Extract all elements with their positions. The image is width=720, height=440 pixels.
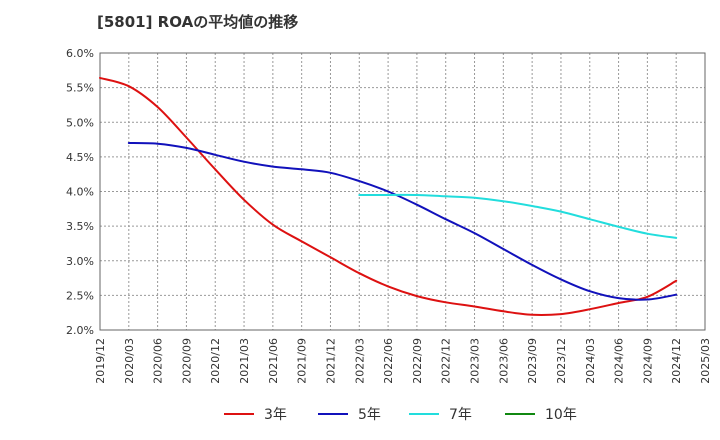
x-tick-label: 2022/12 — [440, 338, 453, 384]
x-tick-label: 2024/03 — [584, 338, 597, 384]
y-tick-label: 5.0% — [66, 116, 94, 129]
y-tick-label: 3.0% — [66, 255, 94, 268]
x-tick-label: 2023/12 — [555, 338, 568, 384]
series-lines — [99, 76, 678, 316]
y-tick-label: 5.5% — [66, 82, 94, 95]
x-tick-label: 2021/06 — [267, 338, 280, 384]
x-tick-label: 2024/09 — [641, 338, 654, 384]
chart-title: [5801] ROAの平均値の推移 — [97, 13, 299, 31]
x-tick-label: 2020/12 — [209, 338, 222, 384]
x-tick-label: 2019/12 — [94, 338, 107, 384]
plot-frame — [99, 52, 706, 331]
x-tick-label: 2020/03 — [123, 338, 136, 384]
x-tick-label: 2021/09 — [296, 338, 309, 384]
legend-label-2: 5年 — [358, 407, 381, 423]
y-tick-label: 2.0% — [66, 324, 94, 337]
y-tick-label: 3.5% — [66, 220, 94, 233]
series-line-2 — [127, 142, 678, 301]
legend-label-4: 10年 — [545, 407, 577, 423]
legend-label-1: 3年 — [264, 407, 287, 423]
grid — [100, 53, 705, 330]
legend-label-3: 7年 — [449, 407, 472, 423]
y-tick-label: 2.5% — [66, 289, 94, 302]
y-tick-label: 4.5% — [66, 151, 94, 164]
x-tick-label: 2024/06 — [613, 338, 626, 384]
x-tick-label: 2020/09 — [180, 338, 193, 384]
axes: 2.0% 2.5% 3.0% 3.5% 4.0% 4.5% 5.0% 5.5% 6.0% 2019… — [66, 47, 712, 384]
y-tick-label: 6.0% — [66, 47, 94, 60]
series-line-3 — [358, 193, 678, 239]
x-tick-label: 2021/12 — [324, 338, 337, 384]
y-tick-label: 4.0% — [66, 186, 94, 199]
x-tick-label: 2023/06 — [497, 338, 510, 384]
legend: 3年 5年 7年 10年 — [224, 407, 577, 423]
x-tick-label: 2023/09 — [526, 338, 539, 384]
x-tick-label: 2023/03 — [469, 338, 482, 384]
x-tick-label: 2022/09 — [411, 338, 424, 384]
x-tick-label: 2022/03 — [353, 338, 366, 384]
series-line-1 — [99, 76, 678, 316]
x-tick-label: 2021/03 — [238, 338, 251, 384]
x-tick-label: 2024/12 — [670, 338, 683, 384]
x-tick-label: 2022/06 — [382, 338, 395, 384]
x-tick-label: 2020/06 — [152, 338, 165, 384]
x-tick-label: 2025/03 — [699, 338, 712, 384]
